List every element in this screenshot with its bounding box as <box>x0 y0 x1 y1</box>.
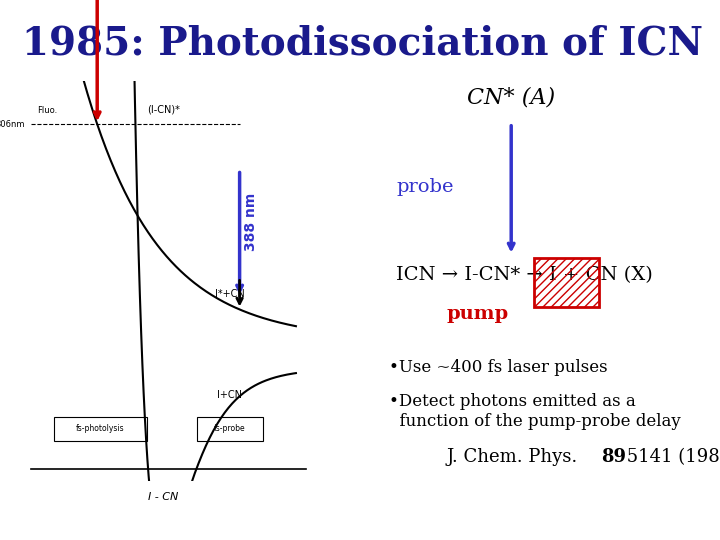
Text: I*+CN: I*+CN <box>215 289 245 299</box>
Text: Fluo.: Fluo. <box>37 106 58 115</box>
Text: ICN → I-CN* → I + CN (X): ICN → I-CN* → I + CN (X) <box>396 266 653 284</box>
Text: 388 nm: 388 nm <box>244 192 258 251</box>
Text: •Detect photons emitted as a
  function of the pump-probe delay: •Detect photons emitted as a function of… <box>389 393 680 430</box>
Text: I+CN: I+CN <box>217 390 242 400</box>
Text: 1985: Photodissociation of ICN: 1985: Photodissociation of ICN <box>22 25 703 63</box>
Text: WARWICK: WARWICK <box>36 502 222 535</box>
Text: CN* (A): CN* (A) <box>467 86 555 108</box>
Text: •Use ~400 fs laser pulses: •Use ~400 fs laser pulses <box>389 359 608 376</box>
Text: 5141 (1985): 5141 (1985) <box>621 448 720 466</box>
Text: J. Chem. Phys.: J. Chem. Phys. <box>446 448 583 466</box>
Bar <box>54 417 147 441</box>
Bar <box>197 417 263 441</box>
Text: I - CN: I - CN <box>148 491 179 502</box>
Text: (I-CN)*: (I-CN)* <box>147 104 180 114</box>
Bar <box>534 258 599 307</box>
Text: pump: pump <box>446 306 508 323</box>
Text: fs-probe: fs-probe <box>214 424 246 433</box>
Text: fs-photolysis: fs-photolysis <box>76 424 125 433</box>
Text: probe: probe <box>396 178 454 195</box>
Text: 89: 89 <box>601 448 626 466</box>
Text: 306nm: 306nm <box>0 120 24 129</box>
